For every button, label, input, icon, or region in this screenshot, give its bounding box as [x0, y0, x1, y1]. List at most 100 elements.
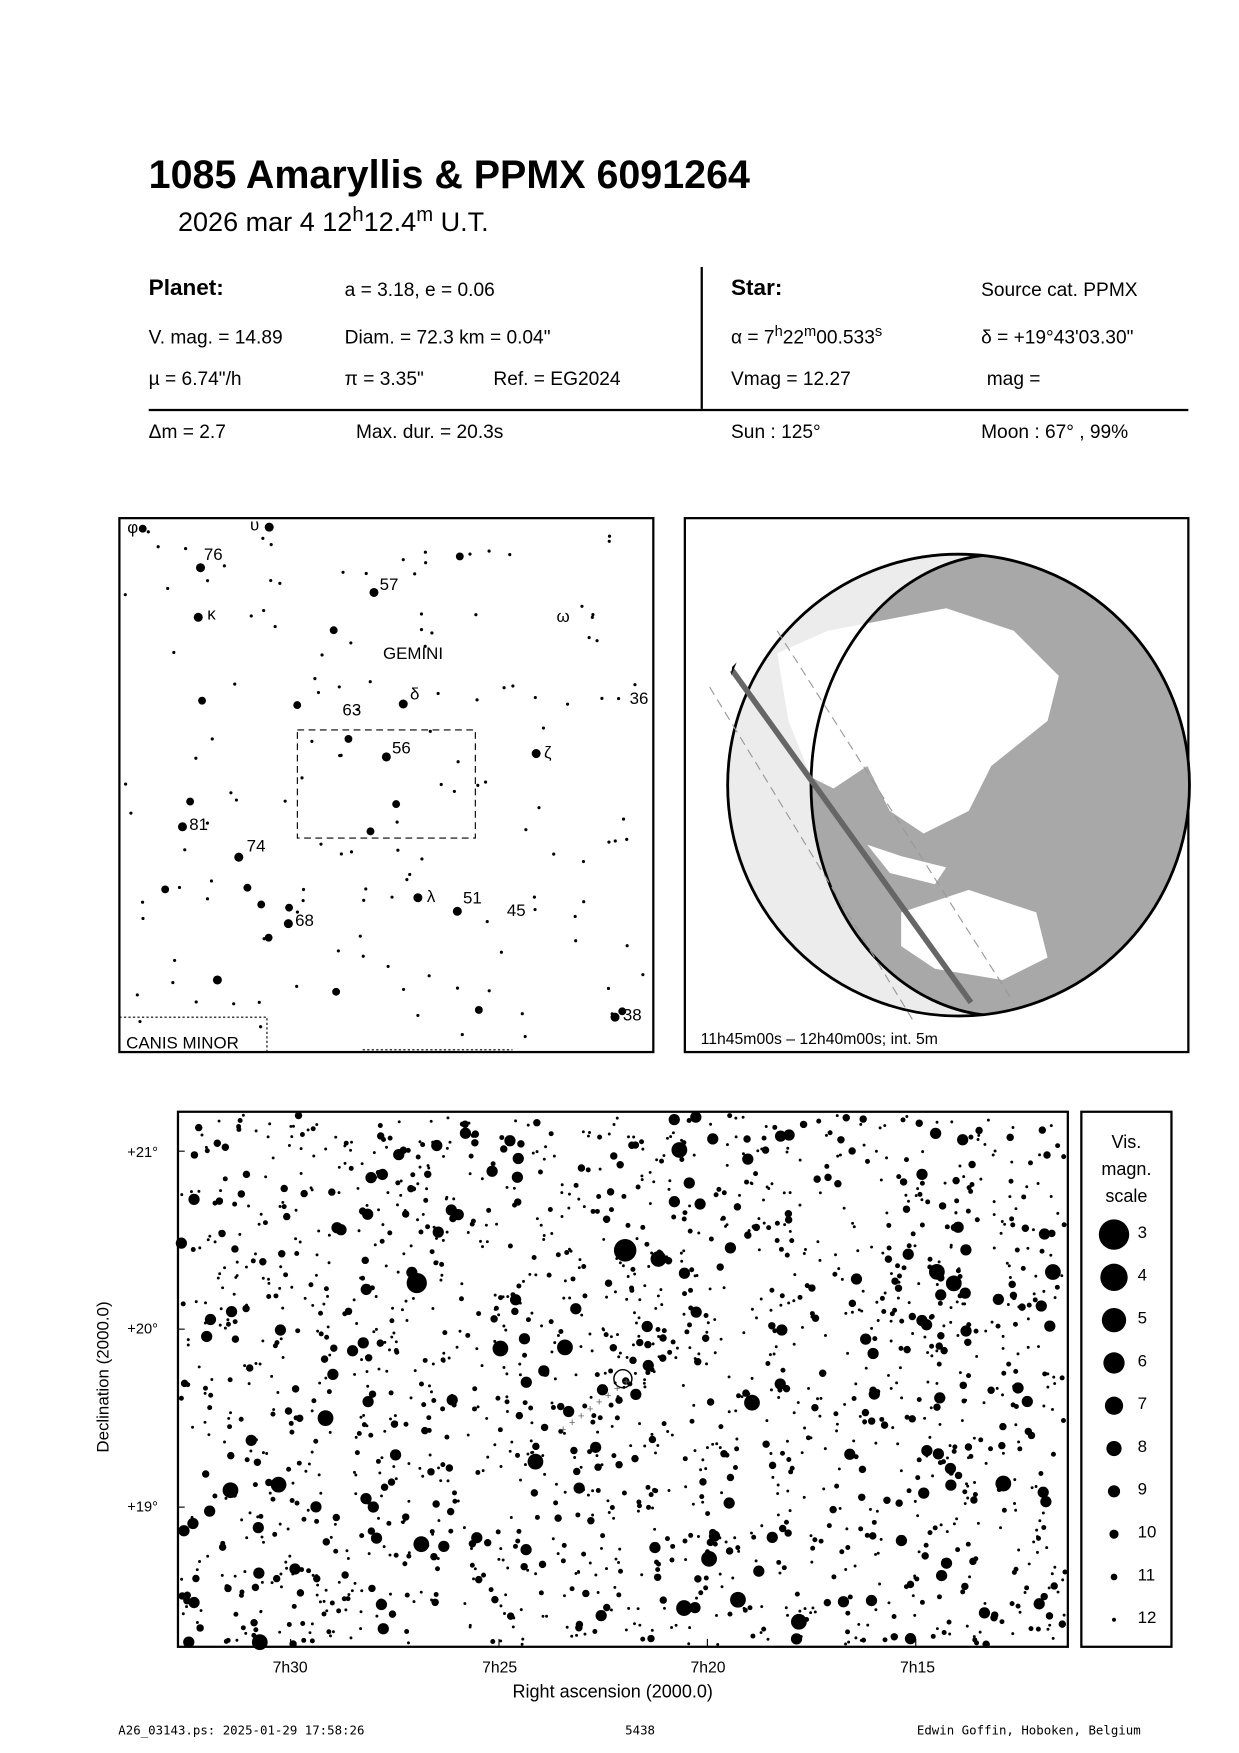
xtick-label: 7h15 [899, 1658, 936, 1677]
star-field: ++++++++ [175, 1111, 1068, 1651]
star-dot [395, 820, 399, 824]
star-dot [250, 1618, 258, 1627]
star-dot [1026, 1317, 1030, 1321]
star-dot [940, 1557, 953, 1569]
star-dot [921, 1150, 925, 1154]
star-dot [222, 1482, 239, 1499]
star-dot [656, 1294, 660, 1298]
star-dot [668, 1179, 672, 1183]
star-dot [393, 1348, 399, 1353]
star-dot [928, 1263, 945, 1280]
star-dot [759, 1631, 763, 1635]
star-dot [588, 1131, 591, 1134]
star-dot [1033, 1598, 1045, 1610]
star-dot [1015, 1603, 1021, 1609]
star-dot [889, 1272, 893, 1276]
star-dot [476, 1311, 482, 1317]
star-dot [388, 1553, 392, 1557]
star-dot [360, 1162, 364, 1166]
star-dot [914, 1194, 918, 1198]
star-dot [452, 1197, 456, 1201]
star-dot [590, 1208, 596, 1214]
star-dot [1027, 1562, 1031, 1566]
star-dot [999, 1231, 1003, 1235]
star-dot [310, 1501, 322, 1513]
star-dot [973, 1328, 979, 1334]
star-dot [955, 1300, 959, 1304]
star-dot [240, 1625, 246, 1631]
star-dot [235, 1638, 239, 1642]
star-dot [183, 848, 187, 852]
star-dot [600, 1463, 604, 1467]
star-dot [365, 1424, 369, 1428]
star-dot [1017, 1446, 1023, 1452]
star-dot [225, 1321, 231, 1327]
star-dot [1008, 1178, 1014, 1184]
star-dot [1003, 1222, 1007, 1226]
star-dot [694, 1575, 702, 1583]
star-dot [329, 1634, 332, 1638]
star-dot [1017, 1548, 1021, 1552]
star-dot [244, 1265, 248, 1269]
star-dot [483, 1538, 492, 1547]
star-dot [943, 1181, 947, 1185]
star-dot [885, 1156, 889, 1160]
star-dot [1028, 1626, 1034, 1632]
star-dot [1037, 1486, 1049, 1498]
star-dot [530, 1311, 534, 1315]
star-dot [270, 1496, 276, 1502]
star-dot [734, 1135, 738, 1139]
star-dot [301, 887, 306, 892]
star-dot [692, 1403, 696, 1407]
date-h: h [352, 202, 364, 226]
star-dot [194, 1000, 198, 1004]
star-dot [474, 613, 478, 617]
star-dot [835, 1114, 839, 1118]
star-dot [690, 1306, 702, 1318]
star-dot [328, 1188, 336, 1196]
star-dot [357, 1229, 361, 1233]
star-dot [218, 1229, 226, 1238]
star-dot [580, 604, 584, 608]
star-dot [627, 1135, 630, 1139]
footer-file: A26_03143.ps: 2025-01-29 17:58:26 [118, 1723, 365, 1739]
star-dot [1001, 1346, 1005, 1350]
star-dot [819, 1396, 823, 1400]
star-dot [867, 1417, 876, 1425]
star-dot [889, 1319, 893, 1323]
star-dot [944, 1462, 957, 1475]
star-dot [908, 1312, 917, 1321]
asteroid-track-mark: + [605, 1390, 612, 1402]
star-dot [316, 690, 321, 695]
star-dot [318, 1381, 322, 1385]
star-dot [562, 1431, 566, 1435]
star-dot [186, 1343, 190, 1347]
star-dot [264, 1175, 268, 1179]
star-dot [875, 1300, 879, 1304]
star-dot [537, 1169, 543, 1175]
star-dot [129, 811, 133, 815]
star-dot [879, 1537, 883, 1541]
star-dot [138, 524, 147, 533]
star-dot [802, 1252, 806, 1255]
star-dot [475, 1470, 481, 1475]
star-dot [317, 1229, 321, 1233]
star-dot [727, 1611, 733, 1617]
star-dot [603, 1332, 609, 1338]
star-dot [774, 1237, 780, 1243]
star-dot [568, 1296, 572, 1300]
star-dot [252, 1482, 258, 1488]
star-dot [602, 1215, 611, 1223]
star-dot [442, 1351, 446, 1355]
star-dot [261, 1451, 265, 1455]
star-dot [689, 1267, 695, 1273]
star-dot [349, 1636, 353, 1640]
star-dot [516, 1283, 522, 1289]
star-dot [965, 1541, 971, 1547]
finder-star-label: φ [127, 518, 139, 538]
xtick-label: 7h20 [690, 1658, 726, 1677]
star-dot [727, 1410, 731, 1414]
star-dot [968, 1134, 974, 1140]
star-dot [606, 986, 611, 991]
star-dot [950, 1120, 954, 1124]
